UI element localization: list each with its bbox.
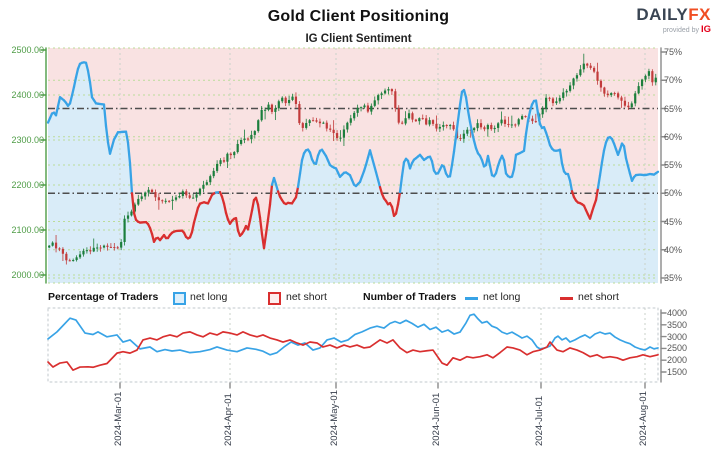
price-axis-tick-label: 2000.00 [11, 270, 44, 280]
percent-axis-tick-label: 50% [664, 188, 683, 199]
legend-pct-net-short-label: net short [286, 291, 327, 303]
date-axis-tick-label: 2024-Mar-01 [113, 391, 124, 446]
trader-count-axis-tick-label: 2000 [667, 355, 688, 366]
trader-count-axis-tick-label: 4000 [667, 308, 688, 318]
chart-subtitle: IG Client Sentiment [305, 33, 412, 45]
trader-count-axis-tick-label: 3500 [667, 319, 688, 330]
price-axis-tick-label: 2300.00 [11, 135, 44, 145]
price-axis-tick-label: 2500.00 [11, 45, 44, 55]
percent-axis-tick-label: 35% [664, 273, 683, 283]
date-axis-tick-label: 2024-May-01 [329, 390, 340, 446]
date-axis-tick-label: 2024-Jul-01 [534, 395, 545, 446]
percent-axis-tick-label: 60% [664, 131, 683, 142]
legend-count-net-long-label: net long [483, 291, 521, 303]
date-axis-tick-label: 2024-Apr-01 [223, 393, 234, 446]
net-short-box-swatch [268, 292, 281, 305]
provided-by-line: provided by IG [636, 25, 711, 35]
net-long-line-swatch [465, 297, 478, 300]
trader-count-axis-tick-label: 1500 [667, 367, 688, 377]
percent-axis-tick-label: 55% [664, 160, 683, 170]
price-axis-tick-label: 2100.00 [11, 225, 44, 235]
percent-axis-tick-label: 70% [664, 75, 683, 86]
trader-count-axis-tick-label: 3000 [667, 331, 688, 342]
legend-count-net-short-label: net short [578, 291, 619, 303]
net-short-line-swatch [560, 297, 573, 300]
price-axis-tick-label: 2400.00 [11, 90, 44, 100]
date-axis-tick-label: 2024-Jun-01 [431, 392, 442, 446]
percent-axis-tick-label: 45% [664, 216, 683, 227]
trader-count-axis-tick-label: 2500 [667, 343, 688, 354]
percent-axis-tick-label: 75% [664, 47, 683, 57]
price-axis-tick-label: 2200.00 [11, 180, 44, 190]
net-long-box-swatch [173, 292, 186, 305]
percent-axis-tick-label: 40% [664, 244, 683, 255]
legend-percentage-of-traders-label: Percentage of Traders [48, 291, 159, 303]
logo-fx-text: FX [688, 5, 711, 24]
percent-axis-tick-label: 65% [664, 103, 683, 114]
date-axis-tick-label: 2024-Aug-01 [638, 391, 649, 446]
legend-number-of-traders-label: Number of Traders [363, 291, 457, 303]
page-title: Gold Client Positioning [267, 8, 450, 25]
logo-daily-text: DAILY [636, 5, 689, 24]
ig-logo-text: IG [700, 24, 711, 35]
dailyfx-logo: DAILYFX provided by IG [636, 6, 711, 35]
provided-by-text: provided by [662, 27, 700, 34]
legend-pct-net-long-label: net long [190, 291, 228, 303]
dailyfx-wordmark: DAILYFX [636, 6, 711, 23]
